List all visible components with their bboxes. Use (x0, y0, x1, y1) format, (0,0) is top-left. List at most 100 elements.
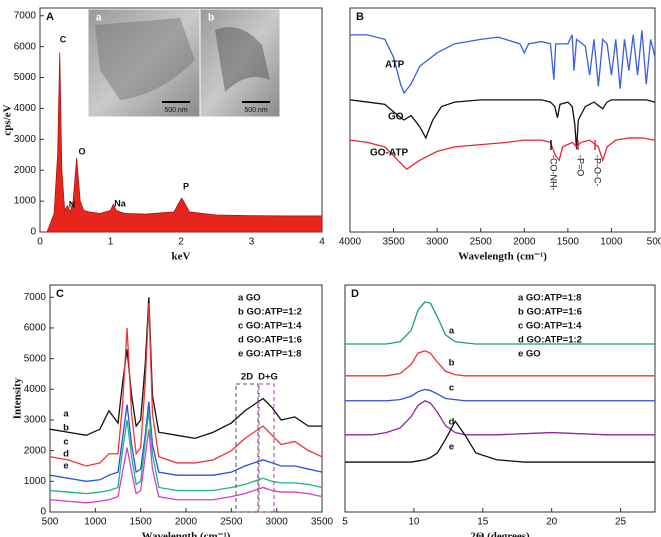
x-axis-label: Wavelength (cm⁻¹) (142, 531, 231, 537)
annotation: -CO-NH- (549, 155, 559, 191)
legend-entry: b GO:ATP=1:2 (238, 307, 302, 318)
y-axis-label: Intensity (12, 377, 24, 419)
x-axis-label: 2Θ (degrees) (470, 531, 530, 537)
x-tick-label: 15 (477, 517, 489, 528)
line (49, 401, 323, 482)
legend-entry: c GO:ATP=1:4 (518, 321, 582, 332)
x-tick-label: 3500 (382, 237, 405, 248)
series-tag: a (63, 409, 69, 420)
y-tick-label: 6000 (24, 323, 47, 334)
x-tick-label: 3500 (311, 517, 334, 528)
peak-label: P (183, 181, 189, 191)
annotation: D+G (258, 372, 278, 383)
x-tick-label: 0 (37, 237, 43, 248)
y-tick-label: 6000 (14, 41, 37, 52)
legend-entry: a GO (238, 293, 261, 304)
x-tick-label: 25 (615, 517, 627, 528)
x-tick-label: 2 (178, 237, 184, 248)
inset-image (199, 8, 281, 118)
x-tick-label: 5 (342, 517, 348, 528)
x-tick-label: 2000 (513, 237, 536, 248)
series-tag: c (63, 437, 68, 448)
inset-image (87, 8, 201, 118)
x-tick-label: 20 (546, 517, 558, 528)
peak-label: C (60, 34, 67, 44)
inset-texture (215, 27, 270, 93)
series-tag: c (449, 382, 454, 393)
x-tick-label: 500 (42, 517, 59, 528)
x-axis-label: Wavelength (cm⁻¹) (458, 251, 547, 263)
plot-frame (344, 284, 656, 513)
series-label: GO (388, 112, 404, 123)
inset-label: b (208, 13, 214, 24)
series-tag: b (449, 357, 455, 368)
scale-bar-label: 500 nm (164, 107, 188, 114)
line (345, 400, 655, 436)
x-tick-label: 2500 (470, 237, 493, 248)
peak-label: N (69, 199, 76, 209)
line (49, 303, 323, 467)
legend-entry: e GO (518, 349, 541, 360)
panel-letter: D (351, 288, 359, 300)
y-tick-label: 0 (30, 227, 36, 238)
y-tick-label: 0 (40, 507, 46, 518)
line (345, 388, 655, 402)
annotation: -P-O-C- (593, 155, 603, 187)
series-label: GO-ATP (370, 148, 408, 159)
series-tag: e (449, 441, 454, 452)
x-tick-label: 4000 (339, 237, 362, 248)
panel-letter: A (46, 11, 54, 23)
y-tick-label: 1000 (24, 476, 47, 487)
scale-bar-label: 500 nm (244, 107, 268, 114)
y-tick-label: 4000 (14, 103, 37, 114)
series-tag: b (63, 423, 69, 434)
legend-entry: c GO:ATP=1:4 (238, 321, 302, 332)
x-tick-label: 10 (408, 517, 420, 528)
legend-entry: a GO:ATP=1:8 (518, 293, 581, 304)
legend-entry: d GO:ATP=1:6 (238, 335, 302, 346)
series-tag: d (63, 449, 69, 460)
line (350, 30, 656, 95)
y-tick-label: 5000 (14, 72, 37, 83)
line (345, 350, 655, 377)
legend-entry: e GO:ATP=1:8 (238, 349, 301, 360)
x-tick-label: 3000 (426, 237, 449, 248)
y-tick-label: 1000 (14, 196, 37, 207)
series-tag: e (63, 461, 68, 472)
x-tick-label: 3 (249, 237, 255, 248)
x-tick-label: 1500 (557, 237, 580, 248)
peak-label: Na (114, 198, 126, 208)
inset-texture (95, 18, 195, 100)
series-label: ATP (385, 60, 405, 71)
y-tick-label: 2000 (24, 445, 47, 456)
highlight-box (258, 383, 275, 513)
series-tag: a (449, 326, 455, 337)
inset-label: a (96, 13, 102, 24)
line (345, 301, 655, 345)
area (40, 52, 323, 233)
plot-frame (349, 7, 656, 233)
x-tick-label: 4 (319, 237, 325, 248)
y-axis-label: cps/eV (2, 104, 14, 135)
legend-entry: d GO:ATP=1:2 (518, 335, 582, 346)
line (49, 410, 323, 495)
highlight-box (235, 383, 259, 513)
series-tag: d (449, 416, 455, 427)
x-tick-label: 1000 (84, 517, 107, 528)
y-tick-label: 7000 (14, 10, 37, 21)
y-tick-label: 7000 (24, 292, 47, 303)
y-tick-label: 3000 (14, 134, 37, 145)
panel-letter: B (356, 11, 364, 23)
y-tick-label: 5000 (24, 353, 47, 364)
peak-label: O (78, 146, 85, 156)
panel-letter: C (56, 288, 64, 300)
x-tick-label: 1000 (600, 237, 623, 248)
line (349, 137, 656, 171)
x-tick-label: 2500 (220, 517, 243, 528)
line (49, 297, 322, 440)
x-tick-label: 1 (108, 237, 114, 248)
plot-frame (49, 284, 323, 513)
x-axis-label: keV (172, 251, 191, 263)
x-tick-label: 3000 (266, 517, 289, 528)
annotation: -P=O (576, 155, 586, 176)
